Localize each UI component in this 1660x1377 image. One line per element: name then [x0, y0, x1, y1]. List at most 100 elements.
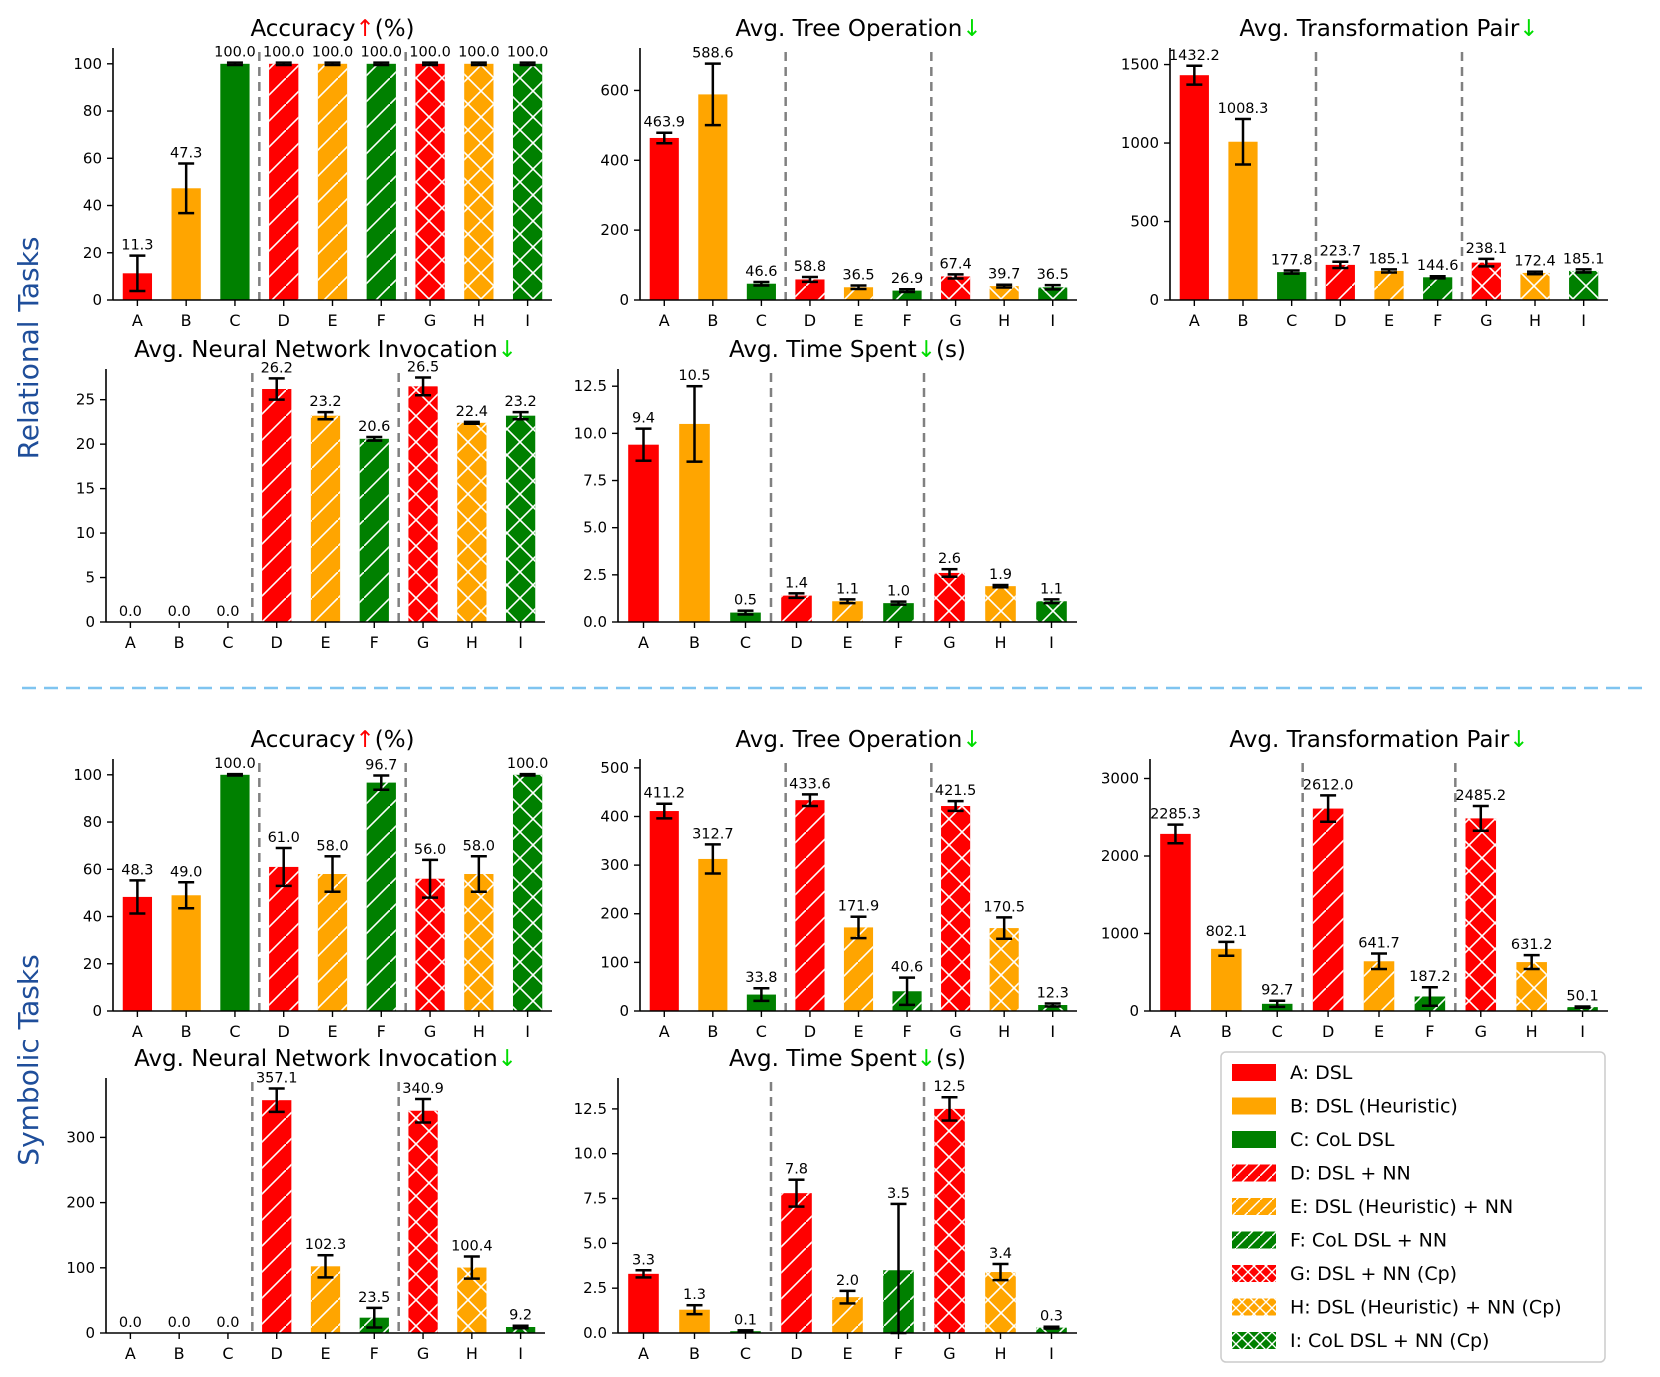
- x-tick-label-B: B: [174, 1344, 185, 1363]
- data-label-E: 641.7: [1358, 936, 1400, 952]
- rel-tree-chart: Avg. Tree Operation↓ 463.9 588.6 46.6 58.8 36…: [600, 16, 1077, 330]
- x-tick-label-C: C: [1286, 311, 1297, 330]
- bar-hatch-I: [1038, 1005, 1068, 1011]
- bar-hatch-H: [457, 422, 487, 622]
- error-bar-G: [947, 273, 964, 280]
- data-label-C: 33.8: [745, 970, 777, 986]
- bar-C: [220, 63, 250, 300]
- error-bar-G: [422, 858, 439, 899]
- sym-accuracy-chart: Accuracy↑(%) 48.3 49.0 100.0 61.0 58.0 96.7 56.…: [73, 727, 552, 1041]
- data-label-H: 170.5: [983, 899, 1025, 915]
- x-tick-label-D: D: [804, 311, 816, 330]
- x-tick-label-C: C: [222, 633, 233, 652]
- arrow-up-icon: ↑: [355, 16, 374, 42]
- bar-hatch-G: [934, 1108, 965, 1333]
- legend-label: I: CoL DSL + NN (Cp): [1290, 1330, 1489, 1352]
- y-tick-label: 100: [73, 55, 102, 73]
- legend-swatch: [1232, 1064, 1276, 1081]
- sym-pair-chart: Avg. Transformation Pair↓ 2285.3 802.1 92.7…: [1101, 727, 1608, 1041]
- x-tick-label-I: I: [1580, 1022, 1585, 1041]
- bar-hatch-D: [795, 800, 825, 1011]
- x-tick-label-F: F: [902, 311, 911, 330]
- x-tick-label-F: F: [377, 311, 386, 330]
- x-tick-label-F: F: [894, 633, 903, 652]
- chart-title-text: Avg. Time Spent: [729, 1046, 917, 1072]
- x-tick-label-A: A: [1189, 311, 1200, 330]
- error-bar-I: [1043, 1325, 1060, 1330]
- legend-swatch-hatch: [1232, 1164, 1276, 1182]
- arrow-down-icon: ↓: [917, 1046, 936, 1072]
- data-label-A: 463.9: [644, 115, 686, 131]
- bar-hatch-I: [1569, 270, 1599, 300]
- rel-pair-chart: Avg. Transformation Pair↓ 1432.2 1008.3 177…: [1121, 16, 1608, 330]
- x-tick-label-A: A: [1170, 1022, 1181, 1041]
- x-tick-label-G: G: [417, 1344, 429, 1363]
- data-label-E: 185.1: [1368, 251, 1410, 267]
- data-label-B: 588.6: [692, 46, 734, 62]
- error-bar-F: [366, 1306, 383, 1329]
- bar-A: [122, 896, 153, 1011]
- data-label-G: 2.6: [938, 551, 961, 567]
- x-tick-label-C: C: [1272, 1022, 1283, 1041]
- error-bar-D: [275, 846, 292, 888]
- y-tick-label: 200: [66, 1194, 95, 1212]
- x-tick-label-C: C: [740, 1344, 751, 1363]
- y-tick-label: 60: [83, 149, 102, 167]
- data-label-E: 23.2: [309, 394, 341, 410]
- legend-swatch: [1232, 1097, 1276, 1115]
- x-tick-label-I: I: [1050, 311, 1055, 330]
- rel-accuracy-title: Accuracy↑(%): [250, 16, 414, 42]
- x-tick-label-D: D: [804, 1022, 816, 1041]
- bar-hatch-H: [464, 874, 494, 1011]
- data-label-C: 46.6: [745, 264, 777, 280]
- y-tick-label: 100: [600, 953, 629, 971]
- error-bar-G: [415, 376, 432, 397]
- error-bar-C: [226, 61, 243, 67]
- error-bar-G: [422, 61, 439, 67]
- data-label-A: 1432.2: [1169, 48, 1220, 64]
- rel-pair-title: Avg. Transformation Pair↓: [1239, 16, 1538, 42]
- x-tick-label-H: H: [994, 1344, 1006, 1363]
- error-bar-F: [1429, 274, 1446, 280]
- chart-title-text: Avg. Transformation Pair: [1229, 727, 1509, 753]
- x-tick-label-I: I: [525, 1022, 530, 1041]
- data-label-E: 100.0: [312, 45, 354, 61]
- error-bar-B: [704, 62, 721, 127]
- data-label-E: 2.0: [836, 1273, 859, 1289]
- data-label-D: 223.7: [1320, 244, 1362, 260]
- arrow-down-icon: ↓: [498, 1046, 517, 1072]
- legend-label: E: DSL (Heuristic) + NN: [1290, 1196, 1513, 1218]
- bar-hatch-G: [1471, 262, 1501, 300]
- chart-title-text: Avg. Neural Network Invocation: [134, 337, 498, 363]
- data-label-H: 631.2: [1511, 937, 1553, 953]
- bar-C: [746, 283, 776, 300]
- bar-hatch-D: [781, 595, 812, 622]
- chart-title-text: Avg. Tree Operation: [735, 16, 962, 42]
- error-bar-B: [704, 843, 721, 875]
- error-bar-H: [463, 420, 480, 425]
- error-bar-H: [470, 61, 487, 67]
- bar-hatch-G: [408, 1110, 438, 1333]
- legend-item-D: D: DSL + NN: [1232, 1163, 1411, 1185]
- bar-A: [649, 137, 679, 300]
- y-tick-label: 40: [83, 197, 102, 215]
- error-bar-E: [317, 1253, 334, 1279]
- error-bar-F: [373, 61, 390, 67]
- error-bar-I: [1043, 598, 1060, 605]
- error-bar-I: [1044, 1002, 1061, 1008]
- bar-hatch-H: [1520, 272, 1550, 300]
- data-label-A: 411.2: [644, 786, 686, 802]
- error-bar-A: [635, 427, 652, 462]
- bar-hatch-E: [832, 601, 863, 622]
- data-label-F: 3.5: [887, 1186, 910, 1202]
- data-label-C: 100.0: [214, 45, 256, 61]
- error-bar-D: [801, 275, 818, 284]
- x-tick-label-H: H: [466, 1344, 478, 1363]
- x-tick-label-G: G: [424, 1022, 436, 1041]
- data-label-F: 20.6: [358, 419, 390, 435]
- bar-hatch-I: [1036, 1327, 1067, 1333]
- x-tick-label-D: D: [278, 311, 290, 330]
- error-bar-D: [1320, 794, 1337, 823]
- legend-label: B: DSL (Heuristic): [1290, 1096, 1458, 1118]
- bar-hatch-D: [262, 1100, 292, 1333]
